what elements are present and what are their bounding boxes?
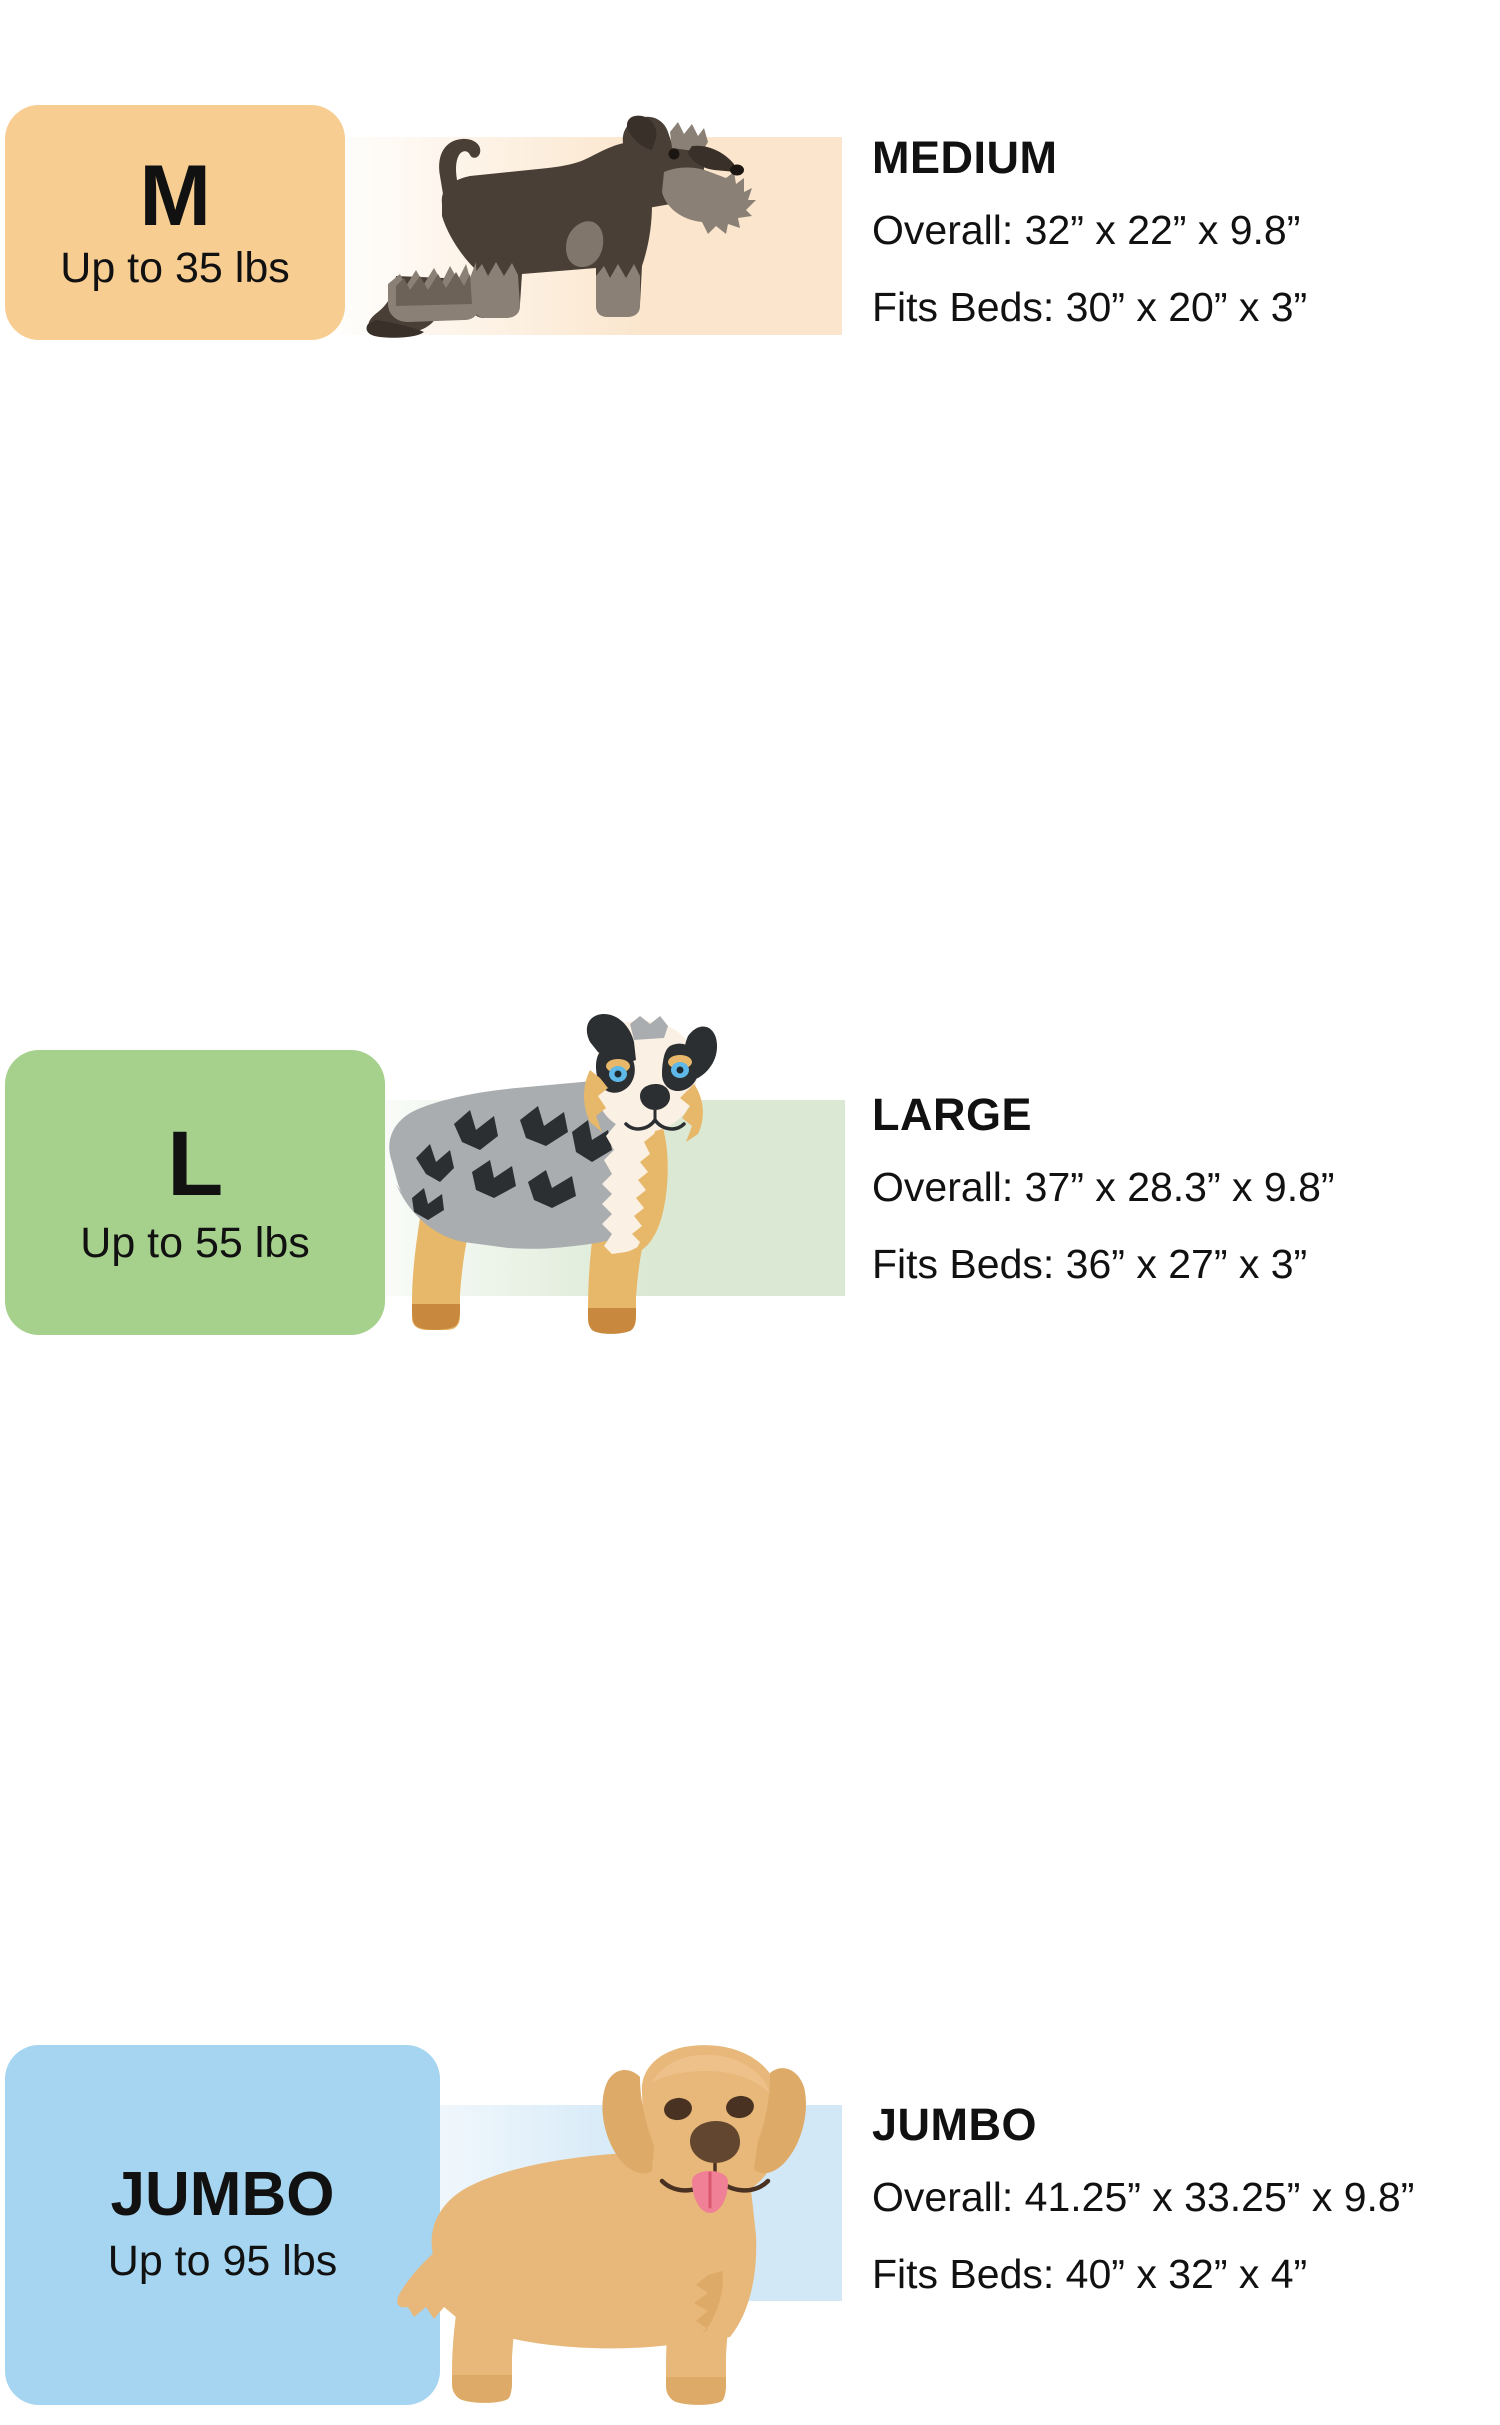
size-title-jumbo: JUMBO (872, 2099, 1038, 2150)
size-badge-jumbo: JUMBO Up to 95 lbs (5, 2045, 440, 2405)
golden-retriever-dog-icon (397, 2045, 806, 2405)
fits-beds-jumbo: Fits Beds: 40” x 32” x 4” (872, 2251, 1308, 2297)
size-info-medium: MEDIUM Overall: 32” x 22” x 9.8” Fits Be… (872, 135, 1307, 328)
overall-dimensions-jumbo: Overall: 41.25” x 33.25” x 9.8” (872, 2174, 1415, 2220)
size-badge-medium: M Up to 35 lbs (5, 105, 345, 340)
fits-beds-large: Fits Beds: 36” x 27” x 3” (872, 1241, 1308, 1287)
badge-letter-jumbo: JUMBO (110, 2160, 335, 2230)
size-row-jumbo: JUMBO Up to 95 lbs (0, 1000, 1500, 2405)
overall-dimensions-large: Overall: 37” x 28.3” x 9.8” (872, 1164, 1335, 1210)
size-info-large: LARGE Overall: 37” x 28.3” x 9.8” Fits B… (872, 1092, 1335, 1285)
schnauzer-dog-icon (366, 115, 756, 338)
badge-weight-large: Up to 55 lbs (80, 1218, 310, 1267)
badge-letter-large: L (167, 1112, 223, 1215)
australian-shepherd-dog-icon (389, 1014, 718, 1334)
fits-beds-medium: Fits Beds: 30” x 20” x 3” (872, 284, 1308, 330)
size-title-medium: MEDIUM (872, 132, 1058, 183)
badge-weight-medium: Up to 35 lbs (60, 243, 290, 292)
badge-weight-jumbo: Up to 95 lbs (107, 2237, 338, 2286)
size-badge-large: L Up to 55 lbs (5, 1050, 385, 1335)
badge-letter-medium: M (139, 147, 211, 244)
size-info-jumbo: JUMBO Overall: 41.25” x 33.25” x 9.8” Fi… (872, 2102, 1414, 2295)
size-title-large: LARGE (872, 1089, 1032, 1140)
size-row-medium: M Up to 35 lbs (0, 0, 1500, 500)
size-row-large: L Up to 55 lbs (0, 500, 1500, 1335)
overall-dimensions-medium: Overall: 32” x 22” x 9.8” (872, 207, 1301, 253)
